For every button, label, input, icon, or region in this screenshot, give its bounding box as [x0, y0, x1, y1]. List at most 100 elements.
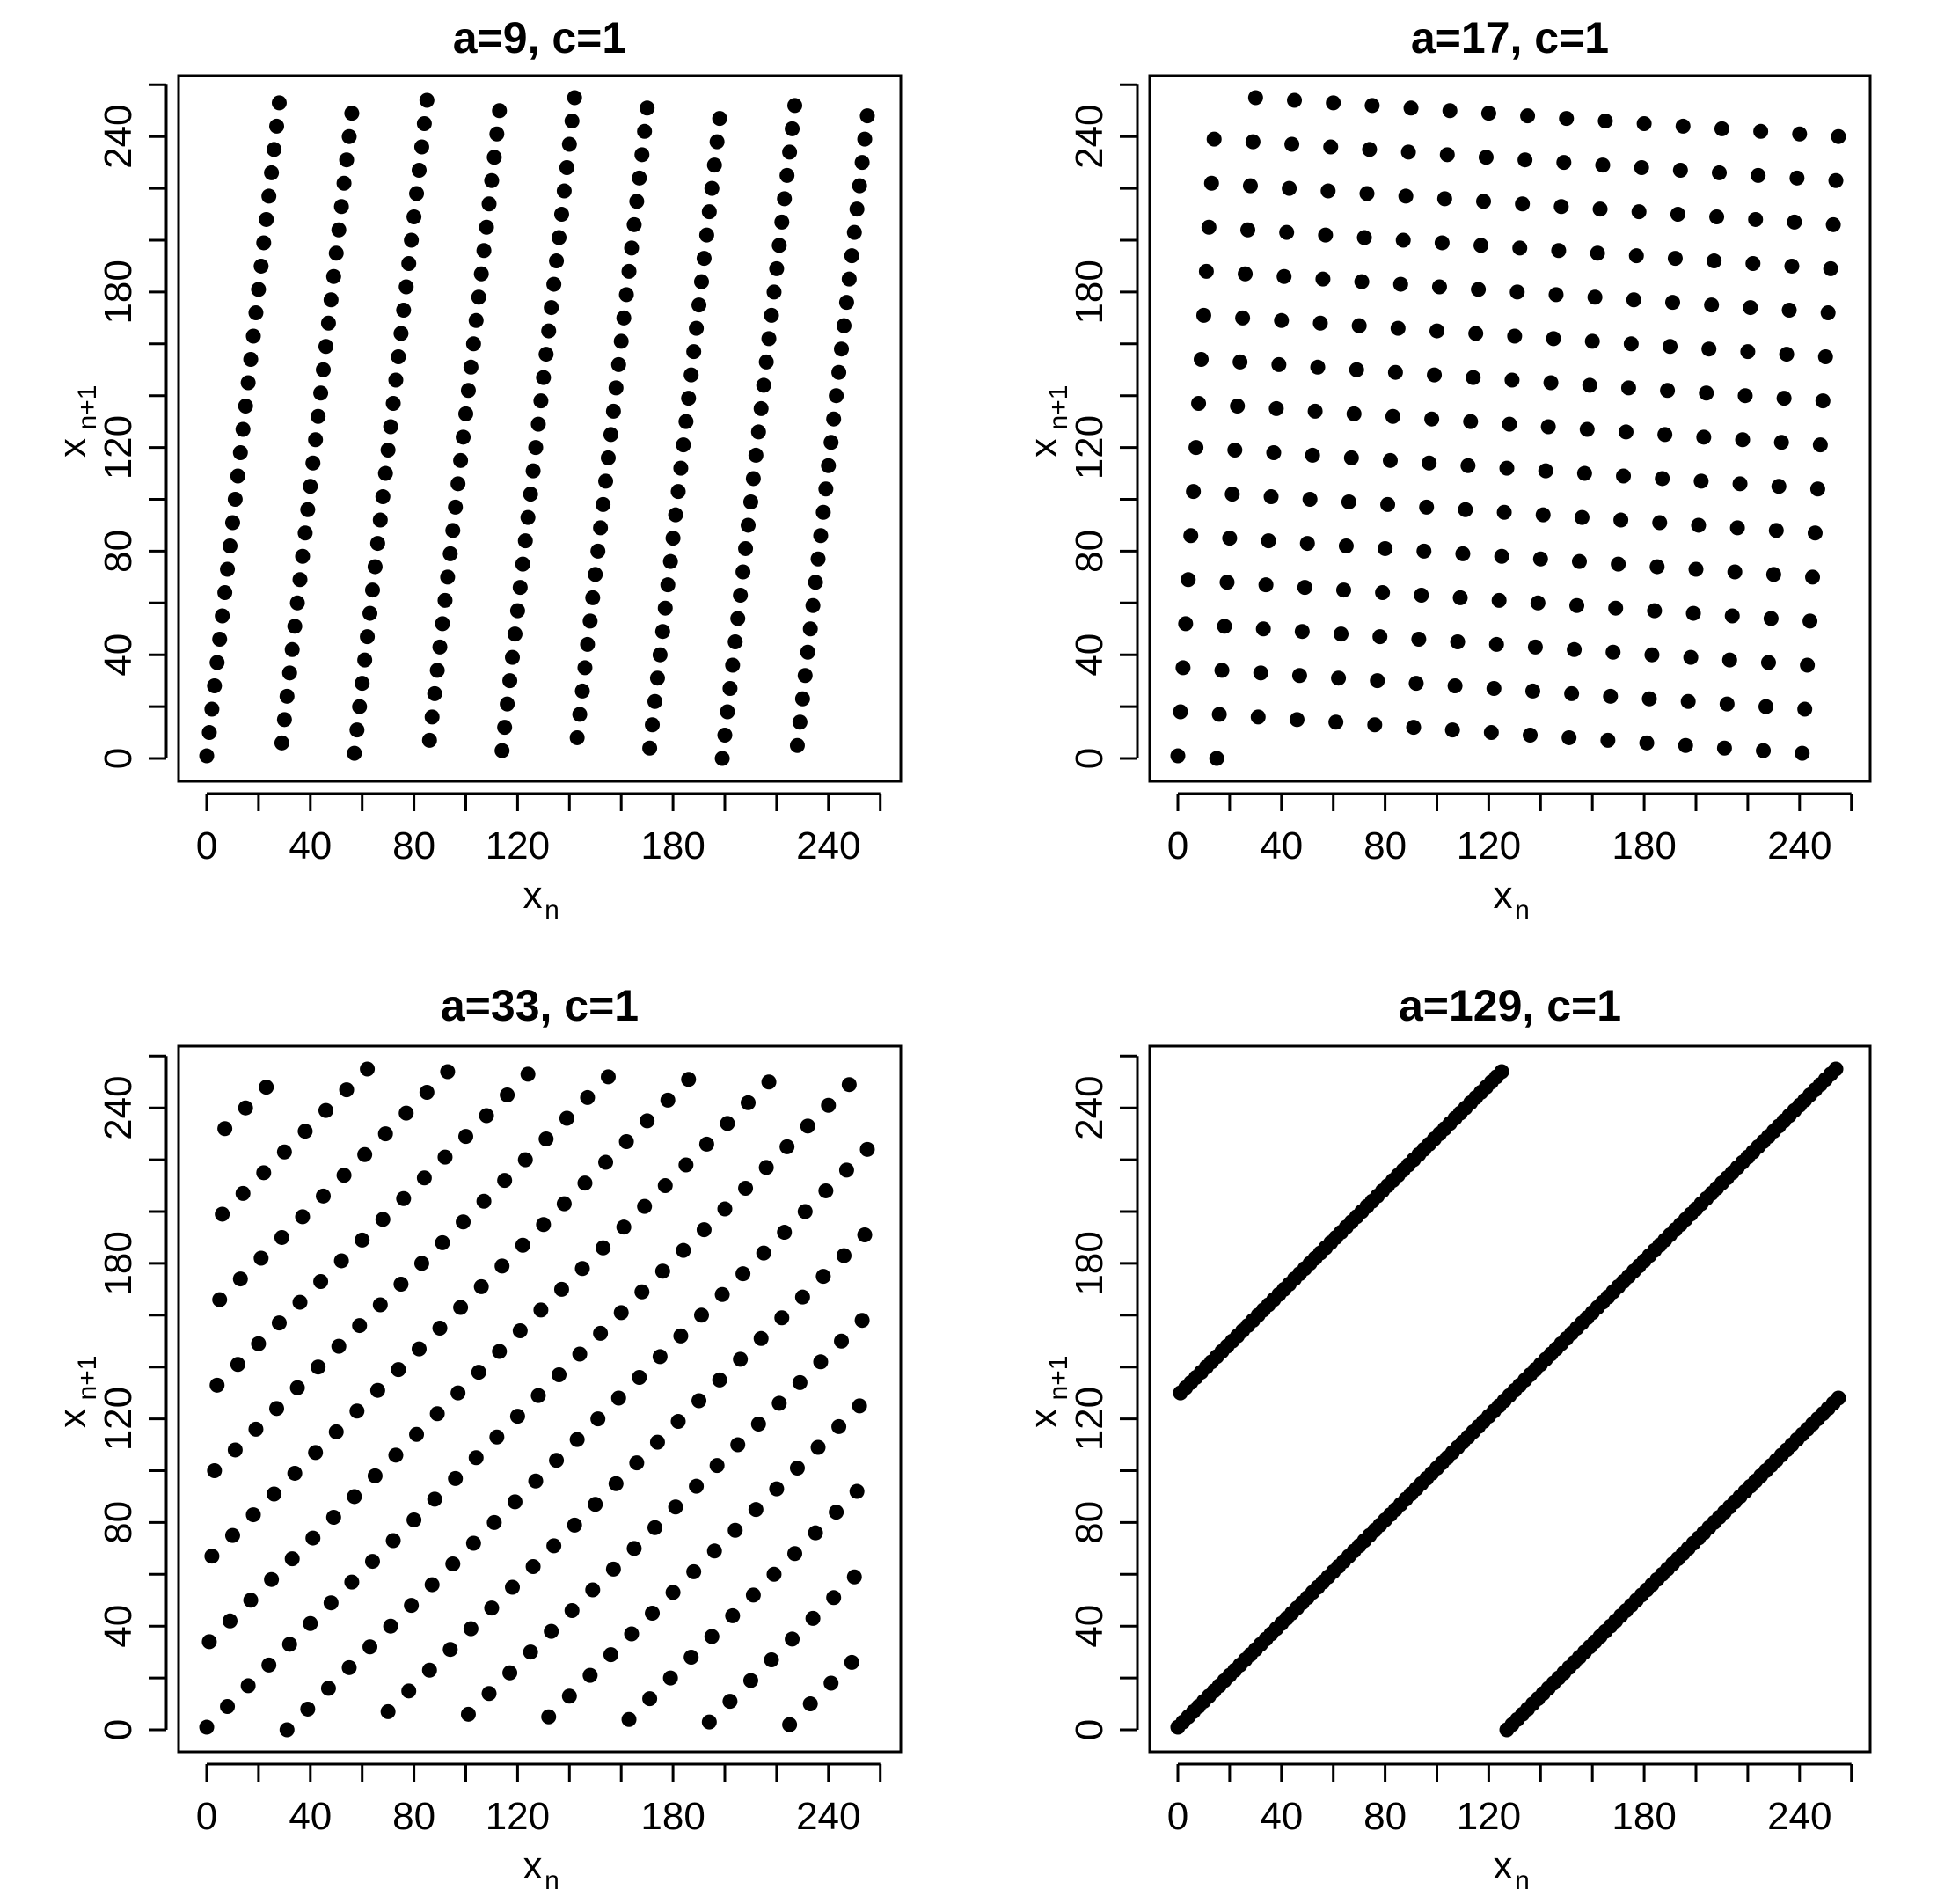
- data-point: [1359, 186, 1375, 201]
- data-point: [1707, 253, 1722, 269]
- data-point: [413, 139, 429, 155]
- data-point: [771, 1395, 787, 1411]
- data-point: [1667, 251, 1683, 267]
- data-point: [1403, 100, 1419, 116]
- data-point: [1411, 632, 1427, 648]
- data-point: [792, 1374, 808, 1390]
- data-point: [629, 194, 645, 209]
- data-point: [1222, 531, 1238, 546]
- data-point: [826, 1590, 842, 1606]
- data-point: [1582, 377, 1597, 393]
- data-point: [505, 649, 521, 665]
- data-point: [292, 572, 308, 588]
- data-point: [580, 636, 596, 652]
- data-point: [1535, 1686, 1551, 1702]
- data-point: [429, 1406, 445, 1422]
- data-point: [269, 1401, 285, 1417]
- data-point: [849, 201, 865, 217]
- data-point: [1608, 1613, 1624, 1629]
- data-point: [456, 1214, 471, 1230]
- data-point: [1294, 624, 1310, 640]
- data-point: [1424, 1465, 1440, 1481]
- y-tick-label: 180: [97, 1231, 140, 1295]
- data-point: [1323, 139, 1339, 155]
- data-point: [336, 175, 352, 191]
- data-point: [815, 1269, 831, 1285]
- data-point: [1618, 424, 1634, 440]
- data-point: [722, 1694, 738, 1710]
- data-point: [1274, 312, 1290, 328]
- data-point: [235, 1185, 251, 1201]
- data-point: [448, 1470, 464, 1486]
- data-point: [748, 447, 764, 463]
- data-point: [1691, 517, 1707, 533]
- data-point: [725, 1607, 741, 1623]
- data-point: [1436, 191, 1452, 207]
- y-tick-label: 120: [1068, 1387, 1111, 1451]
- data-point: [582, 613, 598, 629]
- data-point: [1424, 411, 1440, 427]
- data-point: [1507, 328, 1523, 344]
- data-point: [603, 1647, 618, 1663]
- data-point: [676, 1242, 691, 1258]
- data-point: [1250, 1307, 1266, 1323]
- data-point: [325, 1510, 341, 1526]
- data-point: [1380, 496, 1396, 512]
- data-point: [1455, 1434, 1471, 1450]
- data-point: [1616, 1274, 1632, 1290]
- data-point: [243, 1593, 259, 1608]
- data-point: [546, 1538, 562, 1554]
- data-point: [292, 1294, 308, 1310]
- data-point: [427, 1491, 442, 1507]
- data-point: [300, 502, 316, 517]
- data-point: [1178, 1380, 1194, 1395]
- data-point: [1471, 282, 1487, 297]
- data-point: [1429, 323, 1444, 339]
- data-point: [1310, 1579, 1326, 1595]
- data-point: [590, 543, 606, 559]
- data-point: [1809, 481, 1825, 497]
- data-point: [220, 1698, 236, 1714]
- data-point: [1240, 1318, 1256, 1334]
- data-point: [766, 284, 782, 300]
- data-point: [259, 211, 274, 227]
- data-point: [613, 333, 629, 349]
- data-point: [530, 416, 546, 432]
- data-point: [525, 463, 541, 479]
- data-point: [725, 657, 741, 673]
- data-point: [733, 1351, 749, 1367]
- data-point: [341, 1659, 357, 1675]
- data-point: [318, 339, 333, 355]
- data-point: [1318, 227, 1334, 243]
- data-point: [271, 1315, 287, 1331]
- data-point: [1392, 276, 1408, 292]
- data-point: [325, 268, 341, 284]
- data-point: [1473, 238, 1489, 253]
- data-point: [834, 341, 850, 357]
- data-point: [1569, 597, 1585, 613]
- data-point: [1194, 351, 1210, 367]
- data-point: [662, 553, 678, 569]
- data-point: [1175, 660, 1191, 676]
- data-point: [1636, 115, 1652, 131]
- data-point: [1305, 447, 1320, 463]
- data-point: [481, 196, 497, 212]
- data-point: [1704, 297, 1720, 313]
- data-point: [1181, 572, 1196, 588]
- data-point: [569, 1432, 585, 1447]
- data-point: [1768, 523, 1784, 538]
- data-point: [1515, 196, 1531, 212]
- data-point: [1334, 1225, 1349, 1241]
- data-point: [1740, 344, 1756, 360]
- data-point: [1556, 1665, 1572, 1681]
- data-point: [585, 1582, 601, 1598]
- data-point: [494, 743, 510, 758]
- data-point: [1820, 304, 1836, 320]
- y-axis-label: x: [51, 438, 94, 458]
- data-point: [808, 575, 823, 590]
- data-point: [1406, 720, 1422, 736]
- plot-frame: [177, 1044, 903, 1754]
- data-point: [1688, 561, 1704, 577]
- y-tick-label: 240: [1068, 1075, 1111, 1139]
